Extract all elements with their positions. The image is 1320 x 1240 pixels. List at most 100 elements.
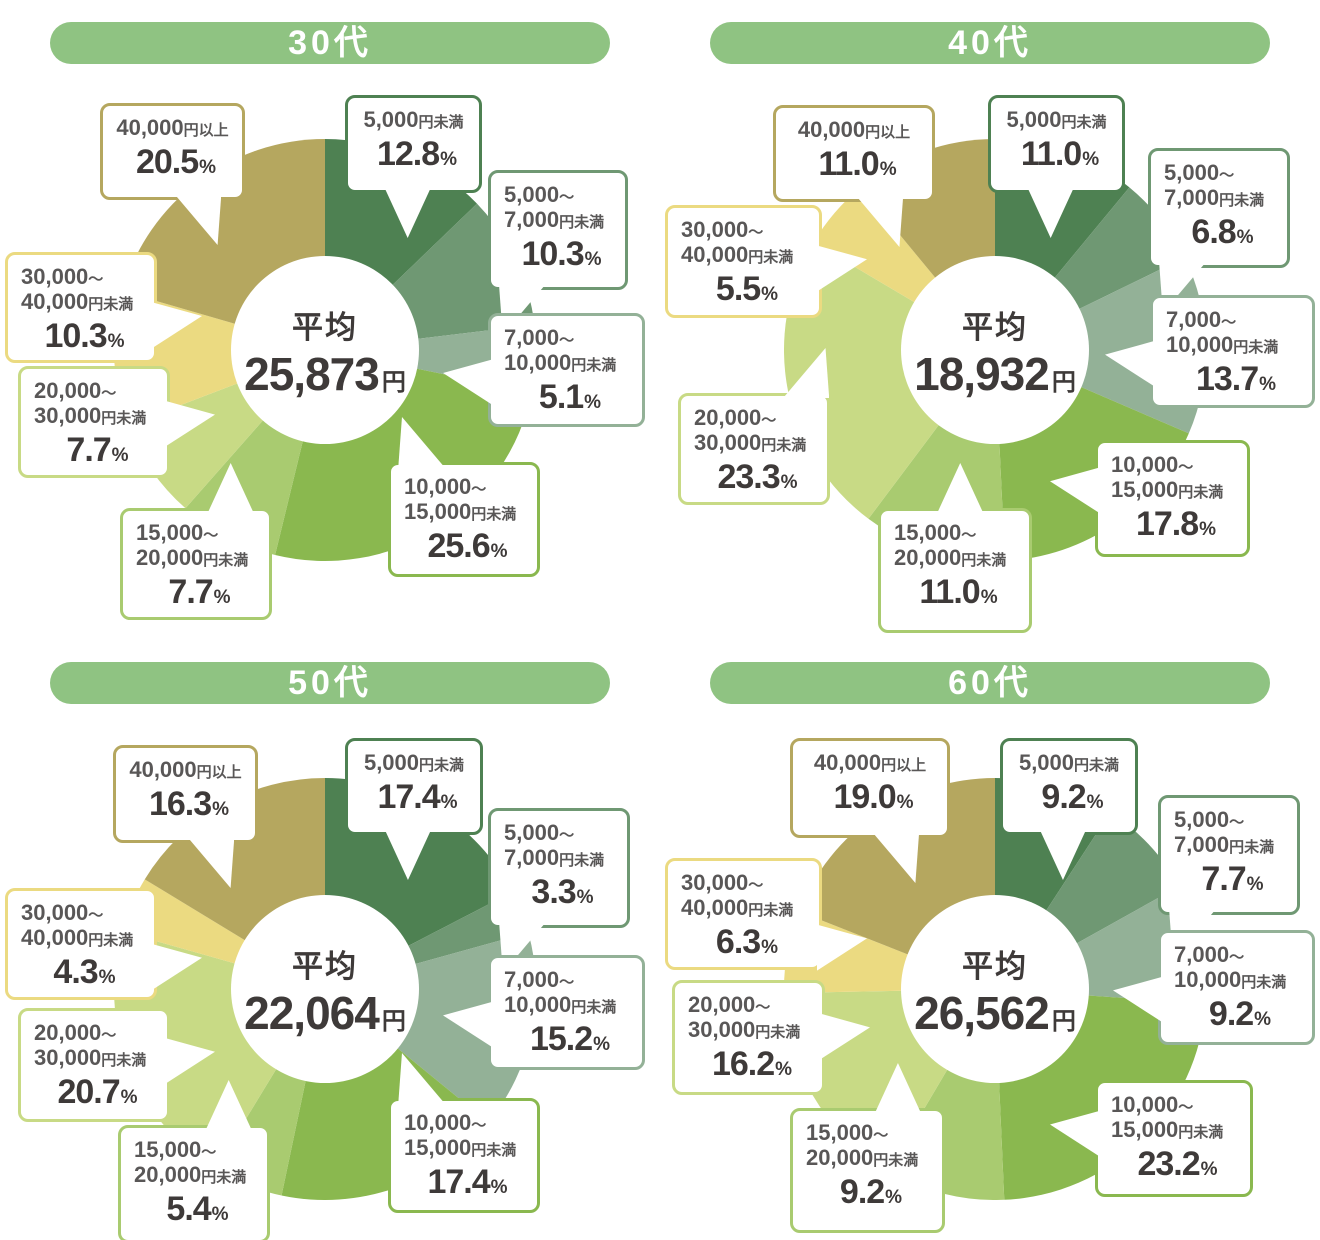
range-unit-text: ～: [873, 1127, 889, 1144]
range-unit-text: ～: [761, 412, 777, 429]
range-number: 40,000: [21, 289, 89, 315]
range-number: 5,000: [504, 182, 560, 207]
yen-unit: 円: [381, 369, 406, 396]
range-unit-text: 円未満: [101, 1052, 147, 1070]
percent-number: 7.7: [66, 431, 111, 470]
range-unit-text: 円未満: [101, 410, 147, 428]
percent-unit: %: [1259, 374, 1277, 396]
range-unit-text: 円未満: [571, 357, 617, 375]
percent-value: 10.3%: [504, 235, 619, 274]
percent-number: 9.2: [1041, 778, 1086, 817]
range-number: 15,000: [1111, 1117, 1179, 1143]
average-amount: 18,932: [914, 348, 1050, 400]
range-number: 40,000: [681, 242, 749, 268]
percent-unit: %: [980, 587, 998, 609]
percent-number: 15.2: [529, 1020, 593, 1059]
range-unit-text: ～: [101, 385, 117, 402]
range-unit-text: 円未満: [748, 902, 794, 920]
range-unit-text: 円未満: [559, 214, 605, 232]
callout-over-40000: 40,000円以上 11.0%: [773, 105, 935, 247]
range-label: 15,000～ 20,000円未満: [136, 520, 263, 570]
average-amount: 26,562: [914, 987, 1050, 1039]
age-banner-60s: 60代: [710, 662, 1270, 704]
range-number: 40,000: [681, 895, 749, 921]
percent-value: 9.2%: [1016, 778, 1129, 817]
range-number: 5,000: [363, 107, 419, 132]
chart-50s: 50代 平均 22,064 円 5,000円未満 17.4% 5,000～ 7,000円未満 3…: [0, 640, 660, 1240]
percent-value: 4.3%: [21, 953, 148, 992]
range-number: 10,000: [504, 992, 572, 1018]
percent-number: 6.8: [1191, 213, 1236, 252]
age-banner-40s: 40代: [710, 22, 1270, 64]
percent-number: 9.2: [1208, 995, 1254, 1034]
percent-number: 11.0: [818, 145, 879, 184]
range-unit-text: 円未満: [559, 852, 605, 870]
percent-unit: %: [490, 1177, 508, 1199]
range-number: 30,000: [21, 900, 89, 925]
range-label: 15,000～ 20,000円未満: [806, 1120, 936, 1170]
range-label: 40,000円以上: [806, 750, 941, 775]
average-overlay: 平均 22,064 円: [195, 941, 455, 1040]
average-label: 平均: [962, 949, 1028, 984]
callout-30000-40000: 30,000～ 40,000円未満 5.5%: [665, 205, 867, 318]
percent-unit: %: [780, 472, 798, 494]
range-number: 15,000: [134, 1137, 202, 1162]
callout-over-40000: 40,000円以上 19.0%: [790, 738, 950, 883]
donut-hole: [231, 895, 419, 1083]
callout-7000-10000: 7,000～ 10,000円未満 15.2%: [443, 955, 645, 1070]
range-label: 5,000～ 7,000円未満: [504, 182, 619, 232]
percent-unit: %: [1199, 519, 1217, 541]
range-number: 40,000: [21, 925, 89, 951]
range-label: 7,000～ 10,000円未満: [1174, 942, 1306, 992]
range-unit-text: ～: [88, 271, 104, 288]
percent-value: 5.1%: [504, 378, 636, 417]
range-label: 30,000～ 40,000円未満: [21, 900, 148, 950]
percent-value: 5.5%: [681, 270, 813, 309]
callout-10000-15000: 10,000～ 15,000円未満 17.8%: [1050, 440, 1250, 557]
range-number: 30,000: [681, 217, 749, 242]
range-unit-text: 円未満: [1219, 192, 1265, 210]
percent-value: 17.4%: [361, 778, 474, 817]
donut-hole: [231, 256, 419, 444]
percent-unit: %: [199, 157, 217, 179]
range-number: 10,000: [404, 474, 472, 499]
percent-value: 3.3%: [504, 873, 621, 912]
average-amount: 25,873: [244, 348, 380, 400]
range-unit-text: 円未満: [88, 296, 134, 314]
average-amount-line: 26,562 円: [865, 986, 1125, 1040]
callout-15000-20000: 15,000～ 20,000円未満 9.2%: [790, 1063, 945, 1233]
percent-unit: %: [584, 392, 602, 414]
callout-30000-40000: 30,000～ 40,000円未満 4.3%: [5, 888, 202, 1000]
range-label: 20,000～ 30,000円未満: [694, 405, 821, 455]
range-unit-text: ～: [203, 527, 219, 544]
percent-unit: %: [111, 445, 129, 467]
percent-value: 20.7%: [34, 1073, 161, 1112]
range-unit-text: 円未満: [748, 249, 794, 267]
range-unit-text: 円未満: [418, 114, 464, 131]
callout-7000-10000: 7,000～ 10,000円未満 5.1%: [443, 313, 645, 427]
percent-number: 3.3: [531, 873, 576, 912]
range-unit-text: 円以上: [865, 124, 911, 141]
range-number: 20,000: [694, 405, 762, 430]
range-unit-text: ～: [471, 1117, 487, 1134]
percent-unit: %: [584, 249, 602, 271]
range-unit-text: ～: [961, 527, 977, 544]
donut-hole: [901, 895, 1089, 1083]
range-number: 20,000: [136, 545, 204, 571]
range-number: 10,000: [1111, 452, 1179, 477]
callout-5000-7000: 5,000～ 7,000円未満 7.7%: [1158, 795, 1300, 960]
range-label: 20,000～ 30,000円未満: [34, 378, 161, 428]
percent-unit: %: [1254, 1009, 1272, 1031]
callout-7000-10000: 7,000～ 10,000円未満 9.2%: [1113, 930, 1315, 1045]
percent-value: 9.2%: [806, 1173, 936, 1212]
percent-unit: %: [879, 159, 897, 181]
callout-15000-20000: 15,000～ 20,000円未満 7.7%: [120, 463, 272, 620]
range-number: 20,000: [894, 545, 962, 571]
range-unit-text: ～: [559, 332, 575, 349]
percent-number: 17.8: [1135, 505, 1199, 544]
percent-number: 11.0: [1020, 135, 1082, 174]
percent-value: 23.3%: [694, 458, 821, 497]
percent-value: 7.7%: [34, 431, 161, 470]
range-label: 15,000～ 20,000円未満: [894, 520, 1023, 570]
average-overlay: 平均 26,562 円: [865, 941, 1125, 1040]
